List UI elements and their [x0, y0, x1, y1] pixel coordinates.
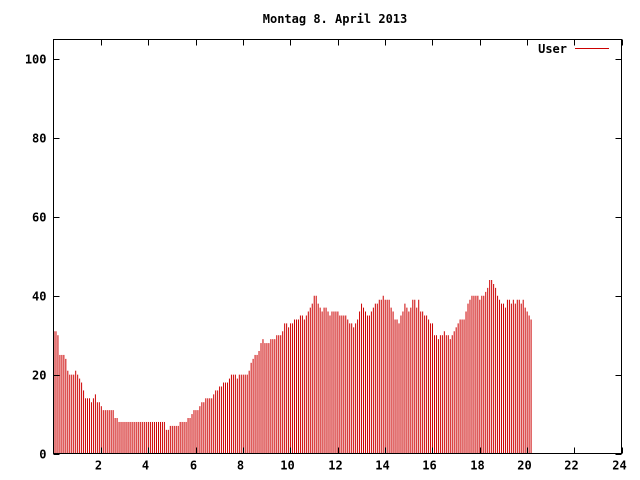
x-tick-label: 16	[422, 459, 436, 473]
x-tick-label: 4	[142, 459, 149, 473]
x-tick-label: 6	[190, 459, 197, 473]
chart-title: Montag 8. April 2013	[263, 12, 408, 26]
x-tick-label: 22	[564, 459, 578, 473]
x-tick-label: 8	[237, 459, 244, 473]
x-tick-label: 20	[517, 459, 531, 473]
x-tick-label: 14	[375, 459, 389, 473]
y-tick-label: 40	[32, 290, 46, 304]
y-axis: 0 20 40 60 80 100	[25, 53, 622, 462]
bars-group	[53, 280, 532, 454]
x-tick-label: 2	[95, 459, 102, 473]
x-tick-label: 12	[328, 459, 342, 473]
x-tick-label: 10	[280, 459, 294, 473]
legend: User	[538, 42, 609, 56]
y-tick-label: 20	[32, 369, 46, 383]
x-axis: 2 4 6 8 10 12 14 16 18 20 22 24	[95, 39, 627, 473]
x-tick-label: 18	[470, 459, 484, 473]
plot-border	[53, 39, 622, 454]
y-tick-label: 100	[25, 53, 47, 67]
y-tick-label: 0	[39, 448, 46, 462]
y-tick-label: 80	[32, 132, 46, 146]
x-tick-label: 24	[612, 459, 626, 473]
legend-label: User	[538, 42, 567, 56]
y-tick-label: 60	[32, 211, 46, 225]
